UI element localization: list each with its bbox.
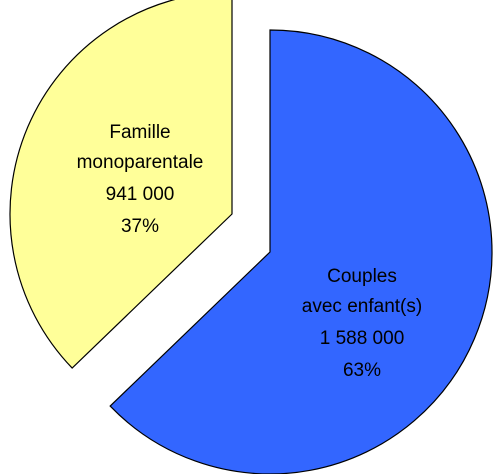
value-label: 941 000 bbox=[105, 184, 175, 205]
percent-label: 63% bbox=[342, 360, 382, 381]
pie-slice bbox=[109, 29, 493, 474]
slice-label: Famille monoparentale bbox=[76, 122, 204, 173]
pie-slice bbox=[9, 0, 233, 369]
slice-label: Couples avec enfant(s) bbox=[301, 266, 423, 317]
percent-label: 37% bbox=[120, 216, 160, 237]
value-label: 1 588 000 bbox=[319, 328, 405, 349]
